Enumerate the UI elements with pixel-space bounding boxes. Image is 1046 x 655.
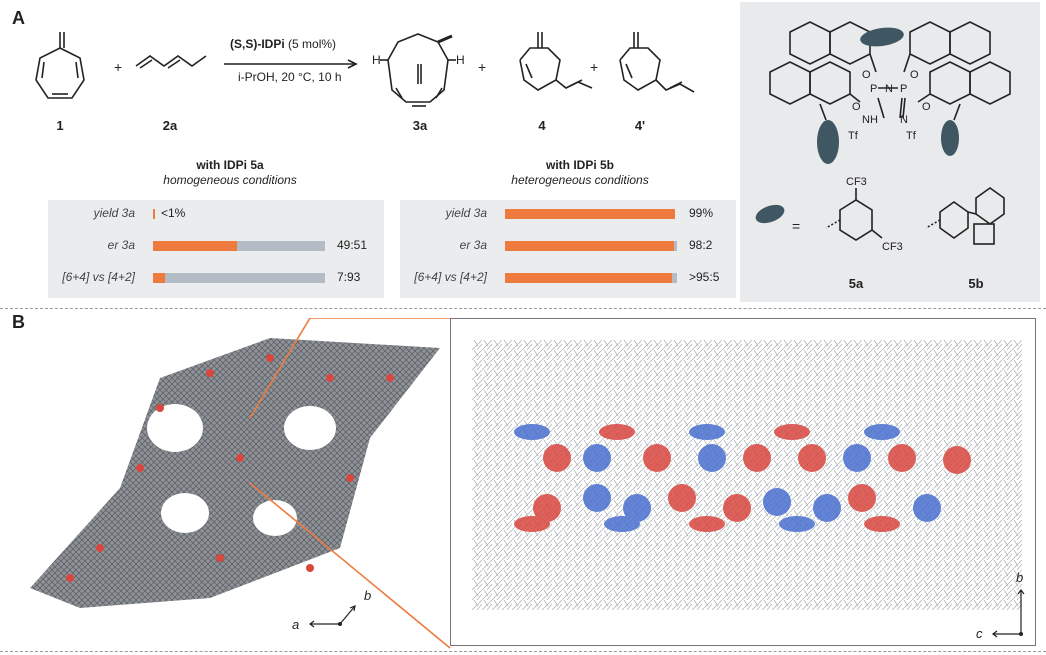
label-compound-4: 4 xyxy=(538,118,546,133)
svg-text:O: O xyxy=(910,69,919,81)
divider-top xyxy=(0,308,1046,309)
plus-sign-2: + xyxy=(478,59,486,75)
right-conditions-title: with IDPi 5b xyxy=(545,158,614,172)
atom-nh: NH xyxy=(862,114,878,126)
pentadiene-structure xyxy=(135,55,207,69)
zoom-connector xyxy=(249,318,451,649)
label-5b: 5b xyxy=(968,276,984,291)
svg-text:O: O xyxy=(852,101,861,113)
legend-cf3-top: CF3 xyxy=(846,176,867,188)
chart-left xyxy=(48,200,384,298)
left-conditions-subtitle: homogeneous conditions xyxy=(163,173,297,187)
label-compound-4prime: 4' xyxy=(634,118,646,133)
label-compound-1: 1 xyxy=(56,118,64,133)
axis-c-label: c xyxy=(976,626,983,641)
axis-a-label: a xyxy=(292,617,300,632)
arrow-catalyst: (S,S)-IDPi (5 mol%) xyxy=(230,37,337,51)
reaction-scheme: + + + H H xyxy=(35,32,695,107)
zoom-structure-view xyxy=(472,340,1022,610)
divider-bottom xyxy=(0,651,1046,652)
legend-equals: = xyxy=(792,218,801,234)
axis-b-label-right: b xyxy=(1016,570,1024,585)
product-4-structure xyxy=(519,32,593,91)
axis-b-label-left: b xyxy=(364,588,372,603)
atom-n: N xyxy=(885,83,893,95)
aryl-blob-left xyxy=(817,120,839,164)
svg-text:O: O xyxy=(862,69,871,81)
product-3a-structure xyxy=(380,33,456,107)
atom-n2: N xyxy=(900,114,908,126)
label-compound-3a: 3a xyxy=(412,118,428,133)
aryl-blob-top xyxy=(860,27,904,47)
arrow-conditions: i-PrOH, 20 °C, 10 h xyxy=(238,70,342,84)
plus-sign-1: + xyxy=(114,59,122,75)
chart-right xyxy=(400,200,736,298)
product-4prime-structure xyxy=(619,32,695,93)
catalyst-structure: O O O O xyxy=(755,21,1011,245)
left-conditions-title: with IDPi 5a xyxy=(196,158,264,172)
axes-left xyxy=(309,605,356,628)
label-5a: 5a xyxy=(848,276,864,291)
right-conditions-subtitle: heterogeneous conditions xyxy=(511,173,649,187)
svg-text:H: H xyxy=(456,53,465,67)
svg-text:O: O xyxy=(922,101,931,113)
legend-blob xyxy=(755,204,785,224)
crystal-packing-overview xyxy=(30,338,440,608)
panel-a-letter: A xyxy=(12,8,25,28)
atom-tf1: Tf xyxy=(848,130,858,142)
svg-text:H: H xyxy=(372,53,381,67)
label-compound-2a: 2a xyxy=(162,118,178,133)
tropone-structure xyxy=(35,32,85,99)
axes-right xyxy=(992,589,1025,638)
legend-cf3-bottom: CF3 xyxy=(882,241,903,253)
plus-sign-3: + xyxy=(590,59,598,75)
atom-p2: P xyxy=(900,83,908,95)
atom-p1: P xyxy=(870,83,878,95)
aryl-blob-right xyxy=(941,120,959,156)
panel-b-letter: B xyxy=(12,312,25,332)
atom-tf2: Tf xyxy=(906,130,916,142)
